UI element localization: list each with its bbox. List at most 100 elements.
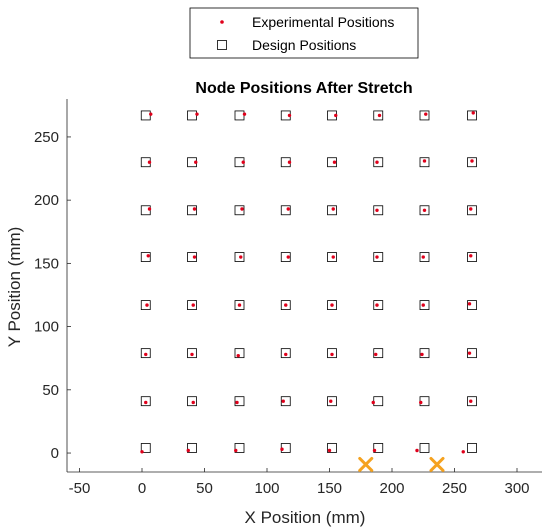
- design-position-marker: [140, 443, 151, 453]
- design-position-marker: [327, 348, 337, 359]
- x-tick-label: 250: [442, 480, 467, 497]
- design-position-marker: [419, 110, 430, 121]
- experimental-position-marker: [284, 303, 288, 307]
- design-position-marker: [373, 157, 384, 168]
- design-position-marker: [140, 396, 151, 407]
- experimental-position-marker: [375, 255, 379, 259]
- design-position-marker: [140, 300, 151, 310]
- design-position-marker: [419, 157, 430, 168]
- design-position-marker: [467, 110, 477, 121]
- legend: Experimental Positions Design Positions: [189, 7, 419, 59]
- experimental-position-marker: [242, 112, 247, 116]
- experimental-position-marker: [145, 303, 149, 307]
- design-position-marker: [280, 300, 291, 310]
- experimental-position-marker: [286, 255, 290, 259]
- experimental-position-marker: [420, 352, 424, 357]
- experimental-position-marker: [467, 302, 472, 306]
- experimental-position-marker: [144, 400, 148, 405]
- experimental-position-marker: [334, 113, 338, 118]
- x-tick-label: 150: [317, 480, 342, 497]
- experimental-position-marker: [421, 255, 425, 259]
- x-axis-label: X Position (mm): [245, 508, 366, 527]
- design-position-marker: [373, 300, 384, 310]
- design-position-marker: [187, 443, 197, 453]
- design-position-marker: [280, 205, 291, 216]
- experimental-position-marker: [374, 352, 378, 357]
- design-position-marker: [467, 348, 477, 359]
- experimental-position-marker: [186, 448, 190, 453]
- experimental-position-marker: [236, 353, 240, 358]
- design-position-marker: [327, 205, 337, 216]
- plot-area: [140, 110, 477, 472]
- experimental-position-marker: [422, 208, 427, 212]
- experimental-position-marker: [371, 400, 375, 405]
- design-position-marker: [419, 348, 430, 359]
- experimental-position-marker: [241, 160, 245, 164]
- y-tick-label: 200: [34, 192, 59, 209]
- design-position-marker: [467, 205, 477, 216]
- design-position-marker: [234, 348, 245, 359]
- experimental-position-marker: [375, 303, 379, 307]
- design-position-marker: [327, 396, 337, 407]
- experimental-position-marker: [332, 160, 337, 164]
- design-position-marker: [140, 252, 151, 262]
- design-position-marker: [373, 443, 384, 453]
- experimental-position-marker: [191, 400, 195, 405]
- experimental-position-marker: [286, 207, 290, 211]
- design-position-marker: [327, 300, 337, 310]
- axis-ticks: -50 0 50 100 150 200 250 300 0 50 100 150 200 250: [34, 129, 530, 497]
- experimental-position-marker: [144, 352, 148, 357]
- design-position-marker: [187, 396, 197, 407]
- design-position-marker: [419, 252, 430, 262]
- experimental-position-marker: [239, 255, 243, 259]
- experimental-position-marker: [471, 111, 475, 115]
- x-tick-label: 300: [504, 480, 529, 497]
- design-position-marker: [234, 300, 245, 310]
- design-position-marker: [187, 205, 197, 216]
- legend-design-marker: [217, 40, 227, 50]
- experimental-position-marker: [191, 303, 195, 307]
- y-tick-label: 250: [34, 129, 59, 146]
- design-position-marker: [373, 348, 384, 359]
- experimental-position-marker: [237, 303, 242, 307]
- design-position-marker: [280, 348, 291, 359]
- experimental-position-marker: [240, 207, 244, 211]
- experimental-position-marker: [140, 450, 144, 454]
- design-position-marker: [373, 110, 384, 121]
- experimental-position-marker: [235, 400, 239, 405]
- x-tick-label: -50: [69, 480, 91, 497]
- design-position-marker: [187, 348, 197, 359]
- experimental-position-marker: [375, 208, 379, 212]
- design-position-marker: [187, 252, 197, 262]
- y-tick-label: 100: [34, 319, 59, 336]
- experimental-position-marker: [195, 112, 199, 116]
- design-position-marker: [373, 205, 384, 216]
- experimental-position-marker: [469, 399, 473, 403]
- design-position-marker: [234, 252, 245, 262]
- x-tick-label: 100: [254, 480, 279, 497]
- design-position-marker: [234, 443, 245, 453]
- experimental-position-marker: [330, 352, 334, 357]
- design-position-marker: [187, 300, 197, 310]
- experimental-position-marker: [147, 207, 152, 211]
- axes: [66, 99, 542, 473]
- chart-title: Node Positions After Stretch: [195, 80, 412, 97]
- y-tick-label: 150: [34, 255, 59, 272]
- x-marker: [429, 456, 445, 472]
- experimental-position-marker: [280, 447, 284, 451]
- legend-experimental-label: Experimental Positions: [252, 14, 394, 30]
- experimental-position-marker: [469, 254, 473, 258]
- experimental-position-marker: [192, 255, 197, 259]
- experimental-position-marker: [329, 399, 333, 403]
- design-position-marker: [467, 396, 477, 407]
- legend-design-label: Design Positions: [252, 37, 356, 53]
- x-tick-label: 50: [196, 480, 213, 497]
- design-position-marker: [280, 252, 291, 262]
- experimental-position-marker: [422, 159, 427, 163]
- design-position-marker: [327, 443, 337, 453]
- experimental-position-marker: [415, 448, 419, 453]
- design-position-marker: [140, 348, 151, 359]
- experimental-position-marker: [461, 450, 465, 454]
- design-position-marker: [327, 157, 337, 168]
